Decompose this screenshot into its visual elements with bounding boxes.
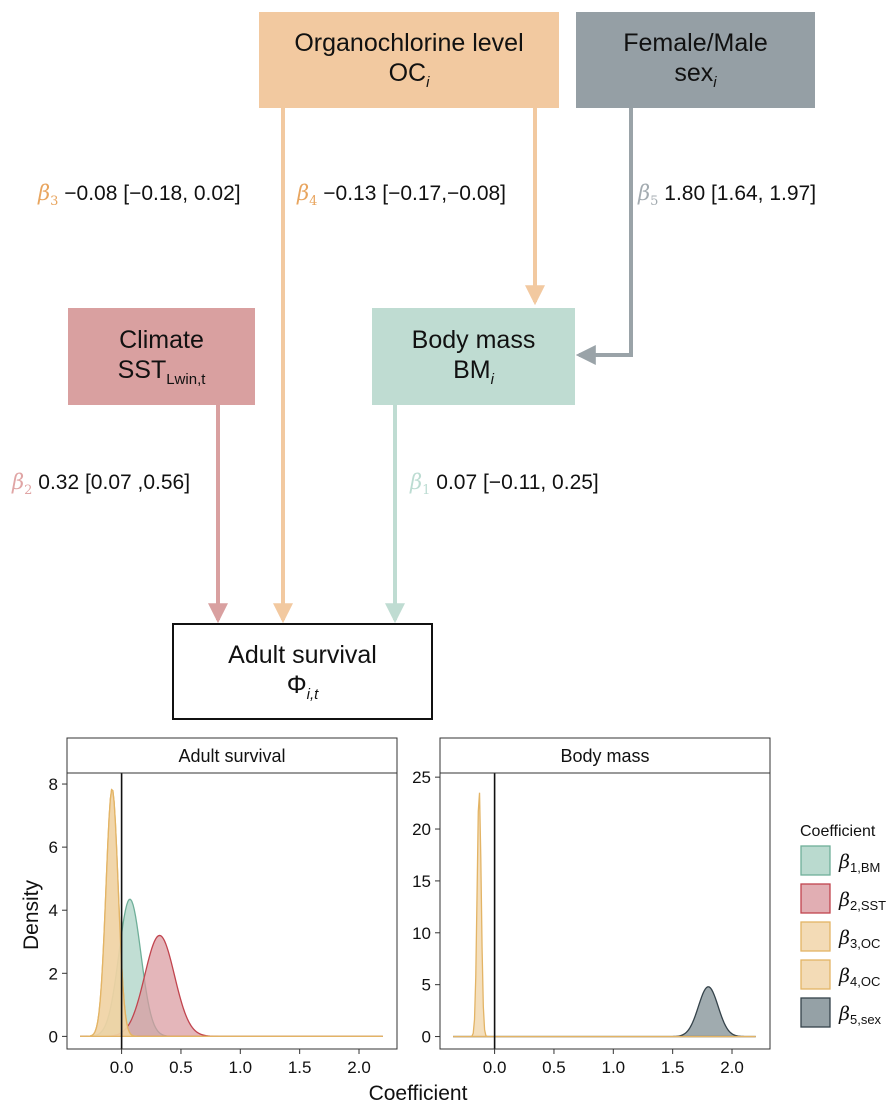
node-organochlorine-label: Organochlorine level	[294, 29, 524, 57]
density-curve--4-oc	[453, 792, 756, 1038]
beta5-symbol: β	[638, 181, 651, 205]
legend-label: β1,BM	[838, 851, 880, 875]
panel-strip	[66, 737, 398, 774]
node-bodymass-variable: BMi	[453, 355, 494, 389]
y-tick-label: 20	[412, 820, 431, 839]
coef-beta2: β2 0.32 [0.07 ,0.56]	[12, 470, 190, 498]
beta3-symbol: β	[38, 181, 51, 205]
bodymass-sub: i	[490, 370, 494, 388]
panel-strip	[439, 737, 771, 774]
legend-label: β3,OC	[838, 927, 880, 951]
y-tick-label: 8	[49, 775, 58, 794]
x-tick-label: 1.5	[288, 1058, 312, 1077]
legend: Coefficient β1,BM β2,SST β3,OC β4,OC β5,sex	[800, 823, 886, 1028]
x-tick-label: 1.0	[601, 1058, 625, 1077]
y-tick-label: 6	[49, 838, 58, 857]
x-tick-label: 0.5	[169, 1058, 193, 1077]
beta4-value: −0.13 [−0.17,−0.08]	[323, 182, 507, 205]
coef-beta4: β4 −0.13 [−0.17,−0.08]	[297, 181, 506, 209]
beta2-symbol: β	[12, 470, 25, 494]
legend-swatch	[800, 997, 831, 1028]
node-sex: Female/Male sexi	[576, 12, 815, 108]
panel-title: Body mass	[560, 746, 649, 766]
diagram-arrows	[208, 108, 633, 624]
y-tick-label: 0	[422, 1028, 431, 1047]
beta3-sub: 3	[50, 194, 59, 210]
node-climate-variable: SSTLwin,t	[118, 355, 206, 389]
x-tick-label: 0.5	[542, 1058, 566, 1077]
node-sex-label: Female/Male	[623, 29, 768, 57]
beta4-sub: 4	[309, 194, 318, 210]
panel-title: Adult survival	[178, 746, 285, 766]
node-bodymass: Body mass BMi	[372, 308, 575, 405]
density-curve--4-oc	[80, 788, 383, 1038]
beta1-symbol: β	[410, 470, 423, 494]
x-tick-label: 1.5	[661, 1058, 685, 1077]
oc-var: OC	[388, 59, 427, 87]
y-tick-label: 4	[49, 901, 58, 920]
coef-beta5: β5 1.80 [1.64, 1.97]	[638, 181, 816, 209]
y-tick-label: 25	[412, 768, 431, 787]
y-tick-label: 2	[49, 964, 58, 983]
sex-var: sex	[674, 59, 714, 87]
density-curve--5-sex	[453, 986, 756, 1038]
x-tick-label: 1.0	[228, 1058, 252, 1077]
beta2-value: 0.32 [0.07 ,0.56]	[38, 471, 191, 494]
x-axis-title: Coefficient	[369, 1082, 468, 1103]
legend-label: β4,OC	[838, 965, 880, 989]
legend-title: Coefficient	[800, 823, 876, 840]
legend-swatch	[800, 959, 831, 990]
node-organochlorine-variable: OCi	[389, 58, 430, 92]
sex-sub: i	[713, 74, 717, 91]
beta4-symbol: β	[297, 181, 310, 205]
legend-swatch	[800, 921, 831, 952]
y-tick-label: 10	[412, 924, 431, 943]
survival-var: Φ	[286, 670, 307, 699]
node-climate-label: Climate	[119, 325, 204, 354]
beta3-value: −0.08 [−0.18, 0.02]	[64, 182, 241, 205]
y-tick-label: 5	[422, 976, 431, 995]
bodymass-var: BM	[453, 355, 491, 384]
beta1-sub: 1	[422, 483, 431, 499]
node-sex-variable: sexi	[674, 58, 716, 92]
beta2-sub: 2	[24, 483, 33, 499]
panel-frame	[439, 772, 771, 1050]
beta1-value: 0.07 [−0.11, 0.25]	[436, 471, 599, 494]
climate-var: SST	[117, 355, 167, 384]
beta5-value: 1.80 [1.64, 1.97]	[664, 182, 817, 205]
coef-beta3: β3 −0.08 [−0.18, 0.02]	[38, 181, 241, 209]
coef-beta1: β1 0.07 [−0.11, 0.25]	[410, 470, 599, 498]
beta5-sub: 5	[650, 194, 659, 210]
x-tick-label: 2.0	[347, 1058, 371, 1077]
node-bodymass-label: Body mass	[411, 325, 536, 354]
arrow-sex-to-bodymass	[575, 108, 633, 365]
y-tick-label: 15	[412, 872, 431, 891]
climate-sub: Lwin,t	[166, 370, 206, 388]
legend-label: β2,SST	[838, 889, 886, 913]
panel-body-mass: Body mass 0.0 0.5 1.0 1.5 2.0 0 5 10 15 20 25	[412, 737, 771, 1077]
y-axis-title: Density	[20, 879, 43, 950]
legend-label: β5,sex	[838, 1003, 882, 1027]
panel-adult-survival: Adult survival 0.0 0.5 1.0 1.5 2.0 0 2 4 6 8	[49, 737, 398, 1077]
legend-swatch	[800, 845, 831, 876]
panel-frame	[66, 772, 398, 1050]
x-tick-label: 0.0	[110, 1058, 134, 1077]
survival-sub: i,t	[306, 685, 319, 703]
node-climate: Climate SSTLwin,t	[68, 308, 255, 405]
node-survival-variable: Φi,t	[287, 670, 319, 704]
node-adult-survival: Adult survival Φi,t	[172, 623, 433, 720]
x-tick-label: 2.0	[720, 1058, 744, 1077]
node-organochlorine: Organochlorine level OCi	[259, 12, 559, 108]
oc-sub: i	[426, 74, 430, 91]
node-survival-label: Adult survival	[228, 640, 377, 669]
x-tick-label: 0.0	[483, 1058, 507, 1077]
legend-swatch	[800, 883, 831, 914]
y-tick-label: 0	[49, 1027, 58, 1046]
